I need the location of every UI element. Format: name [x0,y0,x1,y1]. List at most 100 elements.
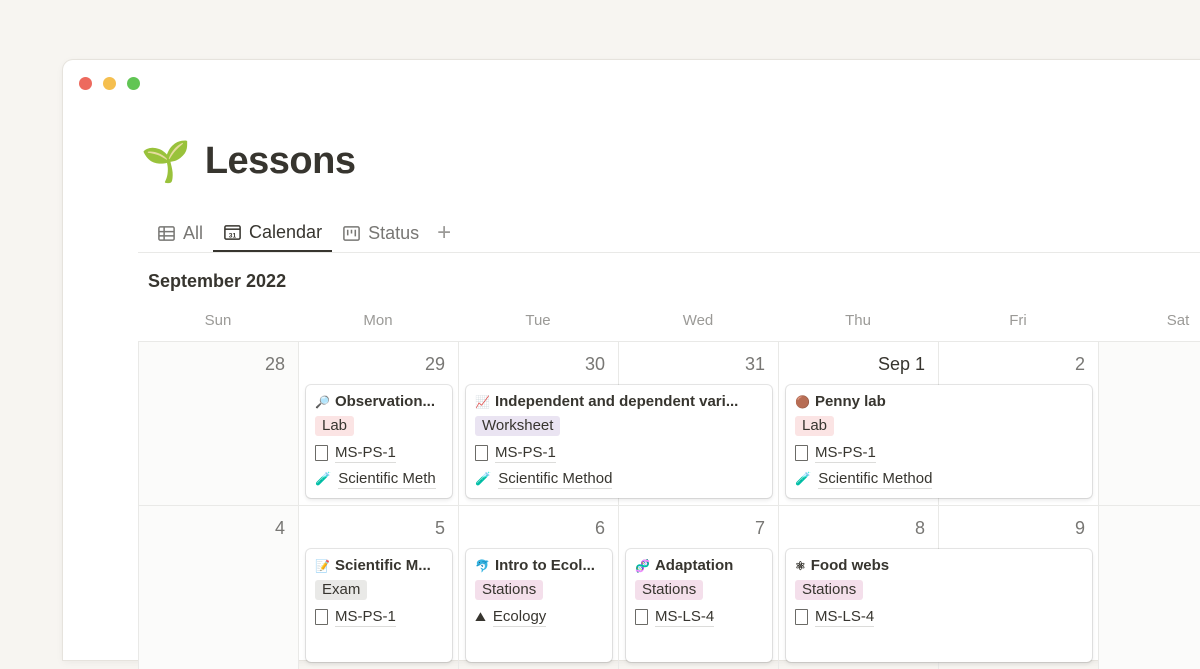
property-emoji-icon: 🧪 [315,471,332,486]
table-icon [158,225,175,241]
calendar-day-cell[interactable]: 29 [298,341,458,505]
day-number: 28 [264,354,285,374]
card-title: 🔎 Observation... [315,391,443,413]
calendar-day-cell[interactable]: 7 [618,505,778,669]
card-property: MS-PS-1 [475,440,763,466]
add-view-button[interactable]: + [437,219,452,246]
card-title: 🟤 Penny lab [795,391,1083,413]
lesson-card[interactable]: 📈 Independent and dependent vari... Worksh… [466,385,772,498]
card-property: MS-LS-4 [795,604,1083,630]
card-title-text: Food webs [810,557,890,574]
card-title-text: Observation... [334,393,435,410]
lesson-card[interactable]: 🟤 Penny lab Lab MS-PS-1 🧪 Scientific Method [786,385,1092,498]
document-icon [315,445,328,461]
type-tag: Exam [315,580,368,600]
lesson-emoji-icon: 🐬 [475,559,490,573]
day-header: Thu [845,312,871,329]
lesson-emoji-icon: 📈 [475,395,490,409]
day-number: 5 [434,518,445,538]
type-tag: Lab [315,416,355,436]
card-title: ⚛ Food webs [795,555,1083,577]
day-header: Sun [204,312,232,329]
lesson-emoji-icon: 🟤 [795,395,810,409]
day-header: Fri [1009,312,1027,329]
day-number: 9 [1074,518,1085,538]
document-icon [635,609,648,625]
day-number: 31 [744,354,765,374]
type-tag: Worksheet [475,416,561,436]
card-property: MS-LS-4 [635,604,763,630]
card-property: 🧪 Scientific Meth [315,466,443,492]
lesson-emoji-icon: 📝 [315,559,330,573]
calendar-day-cell[interactable]: 6 [458,505,618,669]
property-emoji-icon: 🧪 [795,471,812,486]
divider [138,252,1200,253]
lesson-emoji-icon: ⚛ [795,559,806,573]
property-link[interactable]: Scientific Method [498,470,613,489]
maximize-window-button[interactable] [127,77,140,90]
property-link[interactable]: MS-LS-4 [655,608,715,627]
day-header: Sat [1166,312,1190,329]
day-number: 2 [1074,354,1085,374]
card-title-text: Adaptation [654,557,734,574]
lesson-card[interactable]: 🧬 Adaptation Stations MS-LS-4 [626,549,772,662]
lesson-card[interactable]: 🔎 Observation... Lab MS-PS-1 🧪 Scientific Met… [306,385,452,498]
lesson-card[interactable]: 🐬 Intro to Ecol... Stations ⛰ Ecology [466,549,612,662]
day-number: 30 [584,354,605,374]
day-header: Tue [525,312,551,329]
property-link[interactable]: MS-PS-1 [815,444,876,463]
property-link[interactable]: MS-PS-1 [335,444,396,463]
close-window-button[interactable] [79,77,92,90]
day-number: 7 [754,518,765,538]
calendar-day-cell[interactable]: 28 [138,341,298,505]
calendar-day-cell[interactable]: 8 [778,505,938,669]
lesson-card[interactable]: ⚛ Food webs Stations MS-LS-4 [786,549,1092,662]
document-icon [475,445,488,461]
calendar-icon: 31 [224,224,241,240]
day-number: 29 [424,354,445,374]
calendar-day-cell[interactable]: 30 [458,341,618,505]
app-window: 🌱 Lessons All 31 Calendar Status + Septe… [63,60,1200,669]
property-link[interactable]: Ecology [492,608,547,627]
calendar-day-cell[interactable]: 4 [138,505,298,669]
tab-all[interactable]: All [147,214,213,252]
tab-calendar[interactable]: 31 Calendar [213,214,333,252]
calendar-day-cell[interactable]: 5 [298,505,458,669]
svg-text:31: 31 [229,232,237,239]
property-link[interactable]: Scientific Method [818,470,933,489]
card-title: 📝 Scientific M... [315,555,443,577]
card-title-text: Intro to Ecol... [494,557,595,574]
tab-label: All [183,222,204,243]
tab-status[interactable]: Status [332,214,429,252]
calendar-day-cell[interactable] [1098,505,1200,669]
card-title: 🐬 Intro to Ecol... [475,555,603,577]
minimize-window-button[interactable] [103,77,116,90]
type-tag: Stations [475,580,544,600]
card-property: MS-PS-1 [315,440,443,466]
document-icon [315,609,328,625]
day-number: 4 [274,518,285,538]
property-link[interactable]: Scientific Meth [338,470,436,489]
type-tag: Stations [795,580,864,600]
card-property: 🧪 Scientific Method [475,466,763,492]
property-link[interactable]: MS-PS-1 [495,444,556,463]
seedling-icon: 🌱 [141,140,191,184]
card-title-text: Independent and dependent vari... [494,393,739,410]
property-link[interactable]: MS-LS-4 [815,608,875,627]
card-title-text: Scientific M... [334,557,431,574]
day-number: 8 [914,518,925,538]
calendar-day-cell[interactable]: Sep 1 [778,341,938,505]
card-property: MS-PS-1 [795,440,1083,466]
card-title: 📈 Independent and dependent vari... [475,391,763,413]
calendar-day-cell[interactable] [1098,341,1200,505]
day-number: 6 [594,518,605,538]
card-property: ⛰ Ecology [475,604,603,630]
card-property: MS-PS-1 [315,604,443,630]
property-link[interactable]: MS-PS-1 [335,608,396,627]
lesson-card[interactable]: 📝 Scientific M... Exam MS-PS-1 [306,549,452,662]
lesson-emoji-icon: 🧬 [635,559,650,573]
card-title: 🧬 Adaptation [635,555,763,577]
document-icon [795,609,808,625]
type-tag: Stations [635,580,704,600]
tab-label: Calendar [249,221,323,242]
